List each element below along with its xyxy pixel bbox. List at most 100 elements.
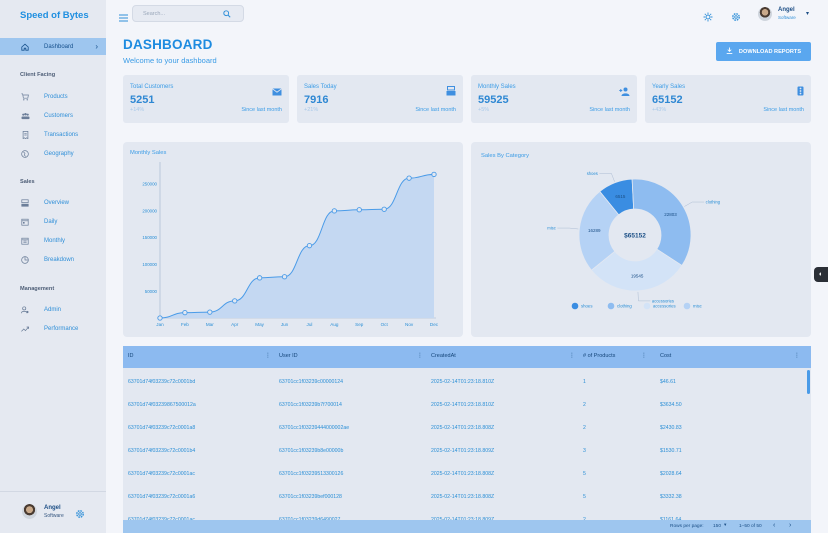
data-point[interactable] — [406, 175, 412, 181]
legend-swatch[interactable] — [683, 302, 691, 310]
stat-card-yearly-sales: Yearly Sales 65152 +43% Since last month — [645, 75, 811, 123]
legend-swatch[interactable] — [571, 302, 579, 310]
table-row[interactable]: 63701d74f03239c72c0001bd 63701cc1f03239c0… — [123, 373, 811, 390]
data-point[interactable] — [207, 309, 213, 315]
table-cell: 2025-02-14T01:23:18.810Z — [431, 379, 495, 385]
prev-page-icon[interactable]: ‹ — [773, 522, 776, 529]
chevron-down-icon[interactable]: ▾ — [806, 11, 810, 17]
data-point[interactable] — [157, 315, 163, 321]
rows-per-page-label: Rows per page: — [670, 524, 704, 529]
x-tick-label: Oct — [381, 322, 389, 327]
sidebar-item-label: Products — [44, 93, 68, 100]
mail-icon — [272, 83, 282, 101]
search-input[interactable]: Search... — [132, 5, 244, 22]
download-reports-button[interactable]: DOWNLOAD REPORTS — [716, 42, 811, 61]
page-subtitle: Welcome to your dashboard — [123, 56, 217, 65]
rows-per-page-select[interactable]: 150 — [713, 524, 722, 529]
sidebar-item-breakdown[interactable]: Breakdown — [0, 251, 106, 268]
table-row[interactable]: 63701d74f03239c72c0001a6 63701cc1f03239be… — [123, 488, 811, 505]
column-menu-icon[interactable]: ⋮ — [265, 353, 271, 359]
pie-slice-clothing[interactable] — [631, 178, 692, 267]
data-point[interactable] — [232, 298, 238, 304]
slice-leader-line — [684, 201, 705, 207]
sidebar-item-dashboard[interactable]: Dashboard › — [0, 38, 106, 55]
brand-logo[interactable]: Speed of Bytes — [20, 10, 89, 21]
avatar[interactable] — [758, 7, 772, 21]
pie-slice-misc[interactable] — [578, 190, 620, 271]
data-point[interactable] — [256, 275, 263, 281]
home-icon — [20, 43, 30, 51]
avatar[interactable] — [22, 504, 37, 519]
sidebar-item-transactions[interactable]: Transactions — [0, 126, 106, 143]
legend-swatch[interactable] — [607, 302, 615, 310]
column-menu-icon[interactable]: ⋮ — [641, 353, 647, 359]
header-cost[interactable]: Cost — [660, 353, 672, 359]
monthly-sales-panel: Monthly Sales Jan Feb Mar Apr May Jun Jul Aug Se… — [123, 142, 463, 337]
table-cell: 63701cc1f03239c00000124 — [279, 379, 344, 385]
x-tick-label: Jul — [307, 322, 313, 327]
settings-icon[interactable] — [731, 9, 741, 27]
header-user-id[interactable]: User ID — [279, 353, 298, 359]
column-menu-icon[interactable]: ⋮ — [417, 353, 423, 359]
stat-label: Yearly Sales — [652, 84, 686, 90]
sidebar-item-admin[interactable]: Admin — [0, 301, 106, 318]
table-row[interactable]: 63701d74f03239867500012a 63701cc1f03239b7… — [123, 396, 811, 413]
table-row[interactable]: 63701d74f03239c72c0001ac 63701cc1f0323951… — [123, 465, 811, 482]
table-cell: 63701d74f03239c72c0001ac — [128, 471, 195, 477]
stat-card-total-customers: Total Customers 5251 +14% Since last mon… — [123, 75, 289, 123]
search-icon[interactable] — [223, 10, 231, 20]
data-point[interactable] — [182, 309, 188, 316]
table-row[interactable]: 63701d74f03239c72c0001b4 63701cc1f03239b8… — [123, 442, 811, 459]
sales-line — [159, 173, 435, 319]
legend-label[interactable]: accessories — [653, 304, 676, 309]
sidebar-item-overview[interactable]: Overview — [0, 194, 106, 211]
table-cell: 1 — [583, 379, 586, 385]
data-point[interactable] — [381, 206, 387, 212]
shopping-cart-icon — [20, 92, 30, 101]
sidebar-item-monthly[interactable]: Monthly — [0, 232, 106, 249]
sidebar-item-daily[interactable]: Daily — [0, 213, 106, 230]
sidebar-item-geography[interactable]: Geography — [0, 145, 106, 162]
column-menu-icon[interactable]: ⋮ — [569, 353, 575, 359]
receipt-icon — [20, 130, 30, 139]
sidebar-item-products[interactable]: Products — [0, 88, 106, 105]
header-num-products[interactable]: # of Products — [583, 353, 616, 359]
data-point[interactable] — [431, 171, 437, 178]
legend-label[interactable]: misc — [693, 304, 703, 309]
column-menu-icon[interactable]: ⋮ — [794, 353, 800, 359]
sidebar-item-customers[interactable]: Customers — [0, 107, 106, 124]
x-tick-label: Mar — [206, 322, 214, 327]
table-cell: 63701d74f03239c72c0001b4 — [128, 448, 196, 454]
menu-icon[interactable] — [119, 9, 128, 27]
y-tick-label: 200000 — [142, 208, 157, 213]
stat-since: Since last month — [241, 107, 282, 113]
table-row[interactable]: 63701d74f03239c72c0001a8 63701cc1f0323944… — [123, 419, 811, 436]
data-point[interactable] — [306, 243, 313, 249]
data-point[interactable] — [331, 208, 338, 214]
legend-label[interactable]: shoes — [581, 304, 592, 309]
slice-name-label: clothing — [706, 200, 721, 205]
sidebar-item-performance[interactable]: Performance — [0, 320, 106, 337]
sidebar-item-label: Daily — [44, 218, 58, 225]
pie-slice-accessories[interactable] — [590, 248, 683, 292]
sidebar-item-label: Breakdown — [44, 256, 75, 263]
theme-toggle-icon[interactable]: ◐ — [814, 267, 828, 282]
legend-label[interactable]: clothing — [617, 304, 632, 309]
chevron-right-icon: › — [95, 42, 98, 51]
next-page-icon[interactable]: › — [789, 522, 792, 529]
gear-icon[interactable] — [75, 506, 85, 524]
stat-since: Since last month — [763, 107, 804, 113]
data-point[interactable] — [281, 274, 288, 280]
legend-swatch[interactable] — [643, 302, 651, 310]
chevron-down-icon[interactable]: ▾ — [724, 523, 727, 528]
table-scrollbar[interactable] — [807, 370, 810, 394]
header-created-at[interactable]: CreatedAt — [431, 353, 456, 359]
header-id[interactable]: ID — [128, 353, 134, 359]
x-tick-label: Feb — [181, 322, 189, 327]
light-mode-icon[interactable] — [703, 9, 713, 27]
pie-chart-icon — [20, 255, 30, 264]
data-point[interactable] — [356, 207, 362, 213]
y-tick-label: 50000 — [145, 289, 158, 294]
person-add-icon — [619, 83, 630, 101]
slice-name-label: accessories — [652, 298, 674, 303]
